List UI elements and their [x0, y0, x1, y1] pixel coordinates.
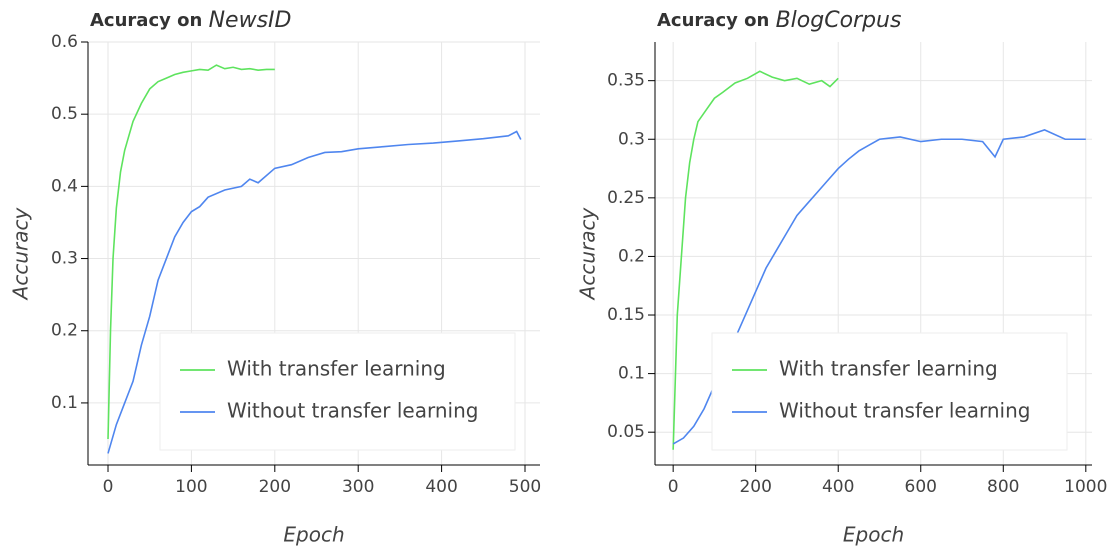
title-text: Acuracy on [657, 10, 769, 31]
x-tick-label: 100 [175, 477, 207, 497]
legend-label: With transfer learning [227, 357, 446, 381]
legend-box [159, 332, 516, 451]
y-tick-label: 0.3 [618, 129, 645, 149]
x-tick-label: 400 [425, 477, 457, 497]
chart-title: Acuracy on NewsID [90, 8, 291, 33]
title-dataset: BlogCorpus [776, 8, 902, 33]
x-tick-label: 400 [822, 477, 854, 497]
y-tick-label: 0.1 [51, 393, 78, 413]
data-line [107, 130, 522, 454]
y-tick-label: 0.35 [607, 71, 645, 91]
legend-label: With transfer learning [779, 357, 998, 381]
y-tick-label: 0.05 [607, 422, 645, 442]
x-tick-label: 500 [509, 477, 541, 497]
data-line [672, 70, 839, 450]
x-tick-label: 1000 [1064, 477, 1107, 497]
data-line [107, 64, 275, 440]
y-axis-label: Accuracy [9, 207, 33, 302]
y-axis-label: Accuracy [576, 207, 600, 302]
x-axis-label: Epoch [843, 523, 904, 547]
title-text: Acuracy on [90, 10, 202, 31]
x-tick-label: 300 [342, 477, 374, 497]
chart: Acuracy on NewsID 0.1 0.2 0.3 0.4 0.5 0.6 0 100 2… [9, 8, 542, 547]
x-tick-label: 0 [668, 477, 679, 497]
chart: Acuracy on BlogCorpus 0.05 0.1 0.15 0.2 0.25 0… [576, 8, 1108, 547]
y-tick-label: 0.5 [51, 104, 78, 124]
chart-title: Acuracy on BlogCorpus [657, 8, 901, 33]
y-tick-label: 0.1 [618, 364, 645, 384]
x-tick-label: 200 [739, 477, 771, 497]
x-tick-label: 600 [905, 477, 937, 497]
title-dataset: NewsID [209, 8, 292, 33]
y-tick-label: 0.15 [607, 305, 645, 325]
y-tick-label: 0.6 [51, 32, 78, 52]
y-tick-label: 0.3 [51, 249, 78, 269]
x-tick-label: 200 [259, 477, 291, 497]
legend-label: Without transfer learning [227, 399, 478, 423]
y-tick-label: 0.2 [618, 246, 645, 266]
x-tick-label: 0 [103, 477, 114, 497]
legend-box [711, 332, 1068, 451]
legend-label: Without transfer learning [779, 399, 1030, 423]
y-tick-label: 0.4 [51, 176, 78, 196]
x-tick-label: 800 [987, 477, 1019, 497]
x-axis-label: Epoch [283, 523, 344, 547]
y-tick-label: 0.2 [51, 321, 78, 341]
y-tick-label: 0.25 [607, 188, 645, 208]
